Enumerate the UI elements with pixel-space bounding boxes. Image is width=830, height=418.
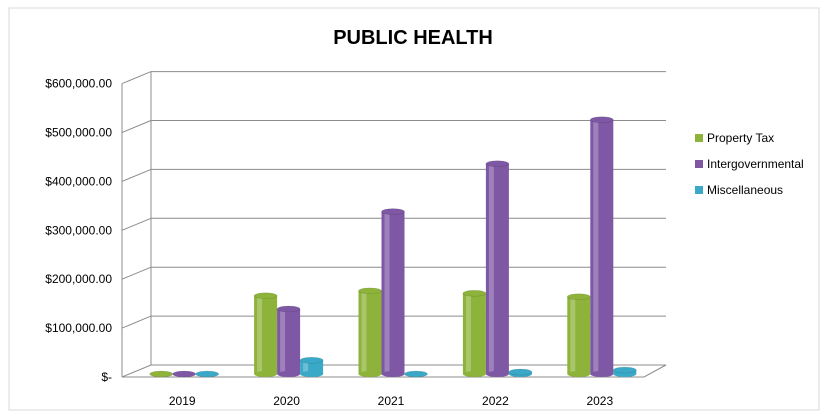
bar-base <box>358 371 382 377</box>
bar-top <box>404 370 428 378</box>
gridline-diagonal <box>121 71 152 85</box>
gridline-diagonal <box>121 315 152 329</box>
bar-top <box>299 357 324 364</box>
bar-highlight <box>384 211 390 374</box>
bar-body <box>381 211 405 374</box>
bar-body <box>590 119 614 374</box>
legend-label: Property Tax <box>707 131 774 145</box>
bar <box>462 290 487 377</box>
legend-swatch <box>695 160 703 168</box>
x-tick-label: 2020 <box>273 394 300 408</box>
bar <box>589 116 614 377</box>
bar <box>612 366 637 377</box>
x-tick-label: 2021 <box>378 394 405 408</box>
bar-base <box>462 371 486 377</box>
bar-base <box>567 371 591 377</box>
x-tick-label: 2022 <box>482 394 509 408</box>
bar-top <box>358 287 382 295</box>
bar-highlight <box>488 163 494 374</box>
bar-base <box>300 371 324 377</box>
y-tick-label: $100,000.00 <box>45 321 112 335</box>
y-tick-label: $400,000.00 <box>45 174 112 188</box>
bar-highlight <box>303 360 309 374</box>
bar-top <box>149 370 173 378</box>
bar-top <box>612 366 637 374</box>
bar-top <box>195 370 219 378</box>
chart-border <box>8 7 820 411</box>
bar-base <box>277 371 301 377</box>
bar-top <box>253 292 278 300</box>
gridline-diagonal <box>121 266 152 280</box>
bar <box>253 292 278 377</box>
bar <box>172 370 196 378</box>
x-tick-label: 2023 <box>586 394 613 408</box>
bar-highlight <box>280 308 286 374</box>
y-tick-label: $300,000.00 <box>45 223 112 237</box>
gridline-diagonal <box>121 120 152 133</box>
chart-title: PUBLIC HEALTH <box>333 27 493 49</box>
bar-top <box>172 370 196 378</box>
y-tick-label: $600,000.00 <box>45 77 112 91</box>
bar <box>195 370 219 378</box>
bar-body <box>462 293 486 374</box>
legend-swatch <box>695 186 703 194</box>
bar-top <box>566 293 591 301</box>
bar-base <box>381 371 405 377</box>
bar <box>404 370 428 378</box>
bar-body <box>300 360 324 374</box>
bar-body <box>277 308 301 374</box>
legend-label: Miscellaneous <box>707 183 783 197</box>
y-tick-label: $500,000.00 <box>45 126 112 140</box>
bar-highlight <box>361 290 367 374</box>
bar <box>508 368 533 377</box>
legend: Property Tax Intergovernmental Miscellaneo… <box>695 131 804 197</box>
bar <box>381 208 405 377</box>
bar-body <box>358 290 382 374</box>
bar-layer <box>149 116 637 378</box>
bar-highlight <box>257 295 263 374</box>
bar-top <box>508 368 533 376</box>
bar-body <box>567 296 591 374</box>
bar-highlight <box>570 296 576 374</box>
bar <box>299 357 324 377</box>
bar <box>276 305 301 377</box>
legend-label: Intergovernmental <box>707 157 804 171</box>
bar-base <box>590 371 614 377</box>
bar-body <box>485 163 509 374</box>
bar-highlight <box>593 119 599 374</box>
gridline-diagonal <box>121 217 152 231</box>
x-tick-label: 2019 <box>169 394 196 408</box>
bar-highlight <box>465 293 471 374</box>
bar-body <box>254 295 278 374</box>
bar-base <box>254 371 278 377</box>
bar <box>566 293 591 377</box>
y-tick-label: $200,000.00 <box>45 272 112 286</box>
gridline-diagonal <box>121 168 152 182</box>
axis-layer: $- $100,000.00 $200,000.00 $300,000.00 $400,… <box>45 77 613 408</box>
y-tick-label: $- <box>101 370 112 384</box>
bar-base <box>485 371 509 377</box>
bar-top <box>462 290 487 297</box>
bar-top <box>589 116 614 124</box>
bar-top <box>381 208 405 215</box>
bar-top <box>276 305 301 313</box>
bar-top <box>485 160 510 168</box>
bar <box>358 287 382 377</box>
legend-swatch <box>695 134 703 142</box>
bar <box>149 370 173 378</box>
bar <box>485 160 510 377</box>
